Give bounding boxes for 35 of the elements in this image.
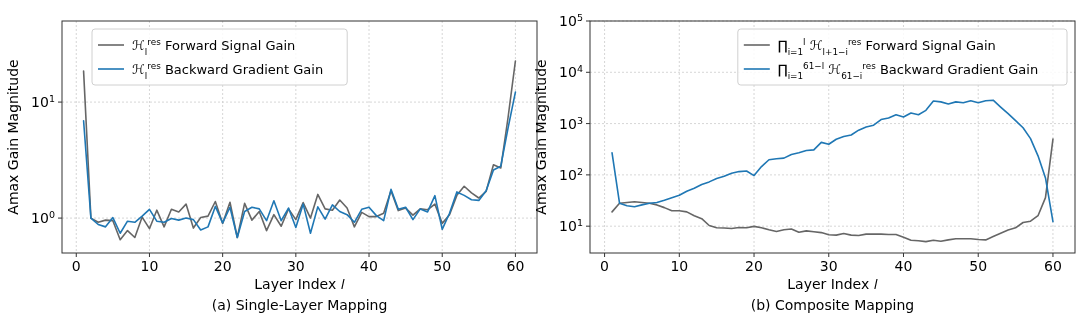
x-tick-label: 30: [286, 258, 305, 274]
legend-label: ∏$_{i=1}$$^{l}$ ℋ$_{l+1−i}$$^{res}$ Forward Signal Gain: [777, 37, 996, 57]
x-tick-label: 10: [140, 258, 159, 274]
x-tick-label: 60: [1044, 258, 1062, 274]
x-tick-label: 30: [819, 258, 838, 274]
line-series: [82, 60, 517, 241]
x-tick-label: 0: [600, 258, 610, 274]
y-tick-label: 10$^{2}$: [559, 165, 583, 183]
x-tick-label: 20: [745, 258, 763, 274]
line-series: [82, 91, 517, 239]
y-tick-label: 10$^{3}$: [559, 114, 583, 132]
text: (a) Single-Layer Mapping: [211, 297, 388, 313]
x-tick-label: 40: [360, 258, 378, 274]
y-tick-label: 10$^{5}$: [559, 11, 583, 29]
x-tick-label: 10: [670, 258, 689, 274]
x-tick-label: 0: [71, 258, 81, 274]
legend-label: ℋ$_{l}$$^{res}$ Backward Gradient Gain: [132, 61, 324, 81]
line-series: [611, 99, 1054, 223]
y-axis-title: Amax Gain Magnitude: [533, 59, 549, 215]
y-axis-title: Amax Gain Magnitude: [5, 59, 21, 215]
y-tick-label: 10$^{4}$: [559, 62, 583, 81]
legend-label: ℋ$_{l}$$^{res}$ Forward Signal Gain: [132, 37, 296, 57]
x-tick-label: 20: [213, 258, 232, 274]
text: (b) Composite Mapping: [750, 297, 915, 313]
y-tick-label: 10$^{1}$: [31, 92, 55, 111]
x-tick-label: 40: [894, 258, 913, 274]
line-series: [611, 138, 1054, 243]
x-tick-label: 50: [969, 258, 988, 274]
x-axis-title: Layer Index 𝑙: [787, 276, 878, 292]
x-tick-label: 50: [433, 258, 452, 274]
x-axis-title: Layer Index 𝑙: [254, 276, 345, 292]
y-tick-label: 10$^{1}$: [559, 216, 583, 235]
legend-label: ∏$_{i=1}$$^{61−l}$ ℋ$_{61−i}$$^{res}$ Backward Gradient Gain: [777, 61, 1039, 81]
x-tick-label: 60: [506, 258, 525, 274]
y-tick-label: 10$^{0}$: [31, 208, 55, 227]
